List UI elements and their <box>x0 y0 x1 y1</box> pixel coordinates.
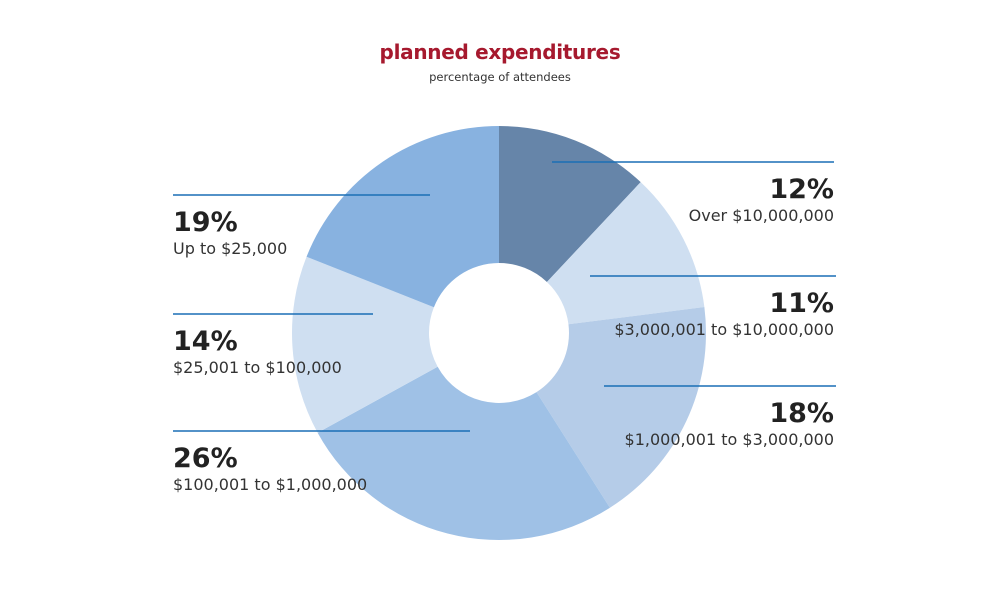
slice-category-label: Up to $25,000 <box>173 239 287 258</box>
chart-subtitle: percentage of attendees <box>429 70 571 84</box>
slice-category-label: $3,000,001 to $10,000,000 <box>614 320 834 339</box>
donut-slice <box>306 126 499 308</box>
slice-value-label: 19% <box>173 207 238 238</box>
slice-value-label: 26% <box>173 443 238 474</box>
slice-value-label: 18% <box>769 398 834 429</box>
slice-value-label: 14% <box>173 326 238 357</box>
slice-value-label: 12% <box>769 174 834 205</box>
donut-slice <box>317 366 610 540</box>
donut-slice <box>292 256 438 433</box>
donut-slice <box>546 182 705 325</box>
slice-value-label: 11% <box>769 288 834 319</box>
donut-slice <box>536 307 706 508</box>
slice-category-label: $25,001 to $100,000 <box>173 358 342 377</box>
slice-category-label: $100,001 to $1,000,000 <box>173 475 367 494</box>
donut-slice <box>499 126 641 282</box>
chart-title: planned expenditures <box>379 40 621 64</box>
slice-category-label: $1,000,001 to $3,000,000 <box>625 430 834 449</box>
slice-category-label: Over $10,000,000 <box>689 206 834 225</box>
